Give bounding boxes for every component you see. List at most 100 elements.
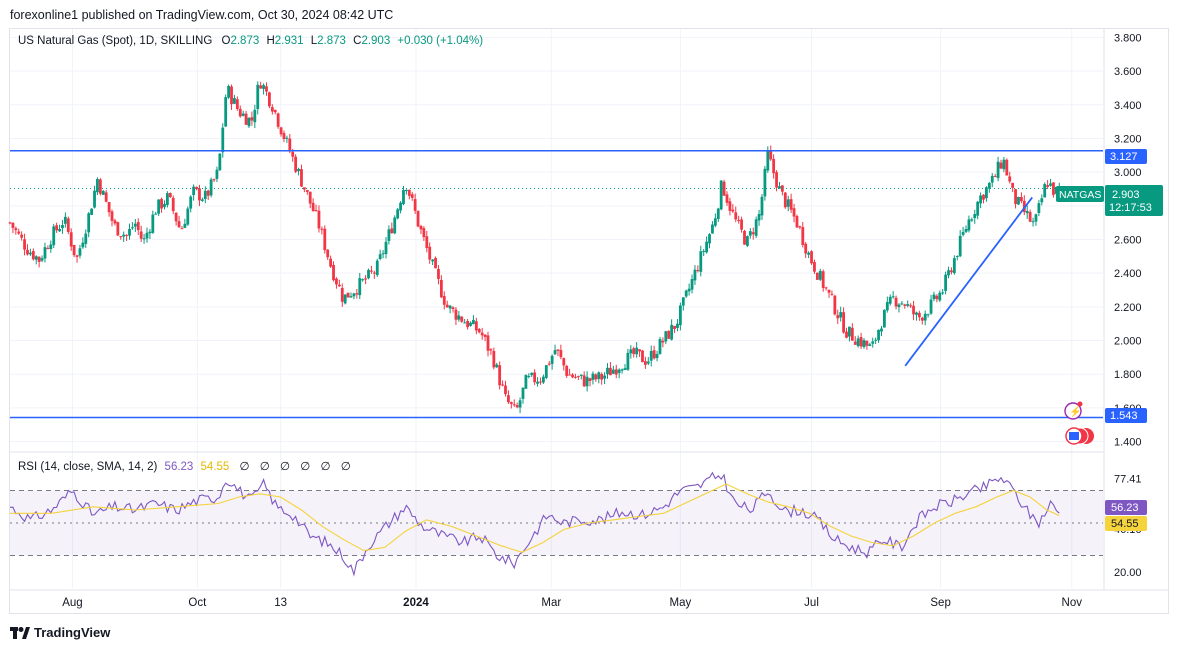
candle [250,111,254,126]
open-label: O [221,35,231,47]
y-tick-label: 3.800 [1114,32,1142,44]
candle [676,318,679,332]
y-tick-label: 2.400 [1114,268,1142,280]
candle [69,228,73,251]
candle [929,294,933,315]
candle [495,362,499,369]
candle [442,291,446,310]
candle [466,318,470,330]
resistance-badge [1105,149,1147,164]
alert-icon[interactable] [1064,402,1082,420]
candle [667,330,671,340]
candle [1046,180,1050,190]
candle [547,360,551,366]
candle [40,255,44,263]
candle [544,364,548,380]
candle [850,323,854,341]
candle [270,104,274,115]
candle [329,255,333,268]
candle [915,311,918,321]
candle [463,318,467,324]
candle [862,338,866,349]
candle [713,213,717,228]
candle [798,225,802,230]
candle [437,265,440,285]
candle [413,193,417,214]
candle [407,189,411,200]
x-tick-label: Mar [541,597,561,609]
x-tick-label: 13 [274,597,287,609]
rsi-title: RSI (14, close, SMA, 14, 2) [18,461,158,473]
na-value: ∅ [340,461,351,473]
candle [361,278,365,282]
chart-frame[interactable] [9,28,1169,614]
candle [131,222,134,230]
candle [757,209,761,226]
candle [492,347,496,370]
candle [568,368,572,376]
candle [527,373,531,379]
candle [87,211,91,238]
candle [643,356,647,369]
candle [670,319,674,341]
candle [101,190,105,195]
candle [725,191,729,206]
candle [786,195,790,212]
candle [55,222,59,233]
candle [1019,192,1023,204]
candle [591,371,595,385]
candle [14,226,18,235]
candle [206,189,210,200]
candle [678,302,682,331]
candle [49,240,53,253]
open-value: 2.873 [230,35,260,47]
candle [658,336,662,355]
y-tick-label: 2.200 [1114,302,1142,314]
x-tick-label: Aug [62,597,82,609]
sma-value-badge-text: 54.55 [1111,518,1139,530]
candle [574,373,577,379]
rsi-value-badge-text: 56.23 [1111,502,1139,514]
candle [912,300,915,321]
candle [23,233,26,256]
candle [719,180,723,211]
candle [1017,196,1020,205]
trendline[interactable] [904,196,1033,367]
candle [716,207,720,222]
support-badge-text: 1.543 [1110,410,1138,422]
candle [903,303,907,309]
candle [673,325,676,333]
candle [177,215,181,228]
candle [98,178,102,196]
candle [11,222,15,234]
flag-icon[interactable] [1065,427,1094,445]
footer-brand: TradingView [34,625,111,640]
high-label: H [266,35,275,47]
candle [489,348,493,355]
candle [952,255,956,275]
candle [865,340,869,350]
candle [454,307,458,326]
candle [93,185,96,209]
candle [894,295,898,310]
candle [979,192,982,209]
candle [396,207,400,220]
candle [655,350,659,362]
candle [789,193,793,213]
candle [253,104,257,129]
candle [244,110,248,125]
candle [507,390,510,404]
candle [512,399,516,407]
candle [448,304,452,314]
tradingview-footer[interactable]: TradingView [10,625,110,640]
candle [72,244,76,258]
candle [830,290,834,296]
candle [571,373,574,379]
candle [183,218,187,229]
na-value: ∅ [259,461,270,473]
y-tick-label: 3.000 [1114,167,1142,179]
candle [836,309,840,324]
price-legend: US Natural Gas (Spot), 1D, SKILLING O2.8… [18,35,483,47]
last-price-badge [1105,185,1163,216]
